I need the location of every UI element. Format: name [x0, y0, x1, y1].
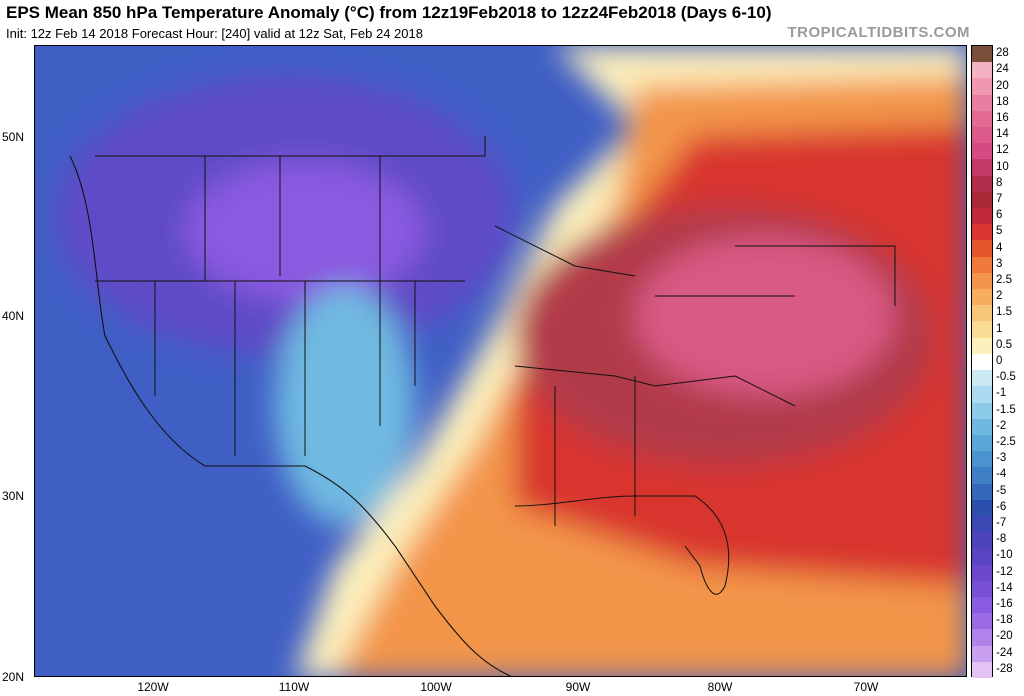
lat-label-20n: 20N [2, 670, 25, 684]
colorbar-cell [972, 143, 992, 160]
colorbar-label: 14 [996, 128, 1009, 141]
colorbar-label: -5 [996, 484, 1007, 497]
colorbar-label: -2.5 [996, 436, 1016, 449]
colorbar-label: 12 [996, 144, 1009, 157]
colorbar-label: -7 [996, 517, 1007, 530]
colorbar-label: -8 [996, 533, 1007, 546]
colorbar-cell [972, 467, 992, 485]
colorbar-cell [972, 402, 992, 420]
colorbar-cell [972, 596, 992, 614]
colorbar-label: 6 [996, 209, 1003, 222]
colorbar-cell [972, 564, 992, 582]
colorbar-label: -20 [996, 630, 1013, 643]
lon-label-100w: 100W [420, 680, 452, 694]
lat-label-30n: 30N [2, 489, 25, 503]
colorbar-cell [972, 451, 992, 468]
colorbar-cell [972, 353, 992, 371]
lat-label-40n: 40N [2, 309, 25, 323]
colorbar-label: -3 [996, 452, 1007, 465]
colorbar-cell [972, 337, 992, 355]
colorbar-label: 1 [996, 322, 1003, 335]
colorbar-label: 18 [996, 95, 1009, 108]
colorbar-cell [972, 78, 992, 96]
lat-label-50n: 50N [2, 130, 25, 144]
colorbar-cell [972, 629, 992, 647]
colorbar-cell [972, 110, 992, 128]
colorbar-label: 16 [996, 111, 1009, 124]
colorbar-label: -14 [996, 581, 1013, 594]
colorbar-label: -18 [996, 614, 1013, 627]
colorbar-label: -1.5 [996, 403, 1016, 416]
colorbar-label: -1 [996, 387, 1007, 400]
colorbar-cell [972, 127, 992, 144]
colorbar-cell [972, 483, 992, 501]
lon-label-70w: 70W [853, 680, 879, 694]
colorbar-label: 10 [996, 160, 1009, 173]
colorbar-cell [972, 418, 992, 436]
colorbar-cell [972, 256, 992, 274]
colorbar-label: 20 [996, 79, 1009, 92]
lon-label-110w: 110W [278, 680, 310, 694]
brand-watermark: TROPICALTIDBITS.COM [787, 24, 970, 41]
colorbar-cell [972, 548, 992, 566]
colorbar-label: 7 [996, 192, 1003, 205]
map-subtitle: Init: 12z Feb 14 2018 Forecast Hour: [24… [6, 26, 423, 41]
colorbar-label: -16 [996, 598, 1013, 611]
colorbar-label: 8 [996, 176, 1003, 189]
colorbar-label: -10 [996, 549, 1013, 562]
colorbar-cell [972, 434, 992, 452]
colorbar-cell [972, 159, 992, 177]
colorbar-label: -0.5 [996, 371, 1016, 384]
colorbar-label: 2.5 [996, 273, 1012, 286]
map-title: EPS Mean 850 hPa Temperature Anomaly (°C… [6, 3, 772, 22]
colorbar-cell [972, 94, 992, 112]
colorbar-cell [972, 645, 992, 663]
colorbar-label: -6 [996, 500, 1007, 513]
colorbar-label: -28 [996, 662, 1013, 675]
cool-southwest [275, 286, 415, 526]
colorbar-cell [972, 370, 992, 387]
colorbar-cell [972, 532, 992, 549]
colorbar-cell [972, 175, 992, 193]
colorbar-label: 1.5 [996, 306, 1012, 319]
colorbar-cell [972, 224, 992, 241]
lon-label-120w: 120W [137, 680, 169, 694]
colorbar-cell [972, 305, 992, 322]
colorbar-cell [972, 208, 992, 225]
colorbar-label: 4 [996, 241, 1003, 254]
colorbar-label: 0 [996, 355, 1003, 367]
colorbar-label: -4 [996, 468, 1007, 481]
colorbar-cell [972, 321, 992, 339]
colorbar-cell [972, 386, 992, 403]
colorbar-label: -24 [996, 646, 1013, 659]
colorbar-cell [972, 46, 992, 63]
colorbar-label: 0.5 [996, 338, 1012, 351]
colorbar-cell [972, 661, 992, 679]
lon-label-90w: 90W [565, 680, 591, 694]
colorbar-cell [972, 62, 992, 79]
colorbar-cell [972, 580, 992, 598]
colorbar-label: 2 [996, 290, 1003, 303]
temperature-anomaly-colorbar [971, 45, 993, 679]
colorbar-cell [972, 613, 992, 630]
colorbar-cell [972, 272, 992, 290]
colorbar-label: 24 [996, 63, 1009, 76]
colorbar-label: -2 [996, 419, 1007, 432]
colorbar-cell [972, 240, 992, 258]
colorbar-label: 3 [996, 257, 1003, 270]
lon-label-80w: 80W [707, 680, 733, 694]
colorbar-label: 28 [996, 47, 1009, 60]
boundaries [69, 136, 896, 676]
peak-anomaly [635, 236, 895, 396]
anomaly-field [35, 46, 966, 676]
colorbar-cell [972, 515, 992, 533]
colorbar-label: 5 [996, 225, 1003, 238]
colorbar-cell [972, 191, 992, 209]
coldest-core [185, 161, 425, 301]
colorbar-cell [972, 289, 992, 306]
anomaly-map [34, 45, 967, 677]
colorbar-label: -12 [996, 565, 1013, 578]
colorbar-cell [972, 499, 992, 517]
